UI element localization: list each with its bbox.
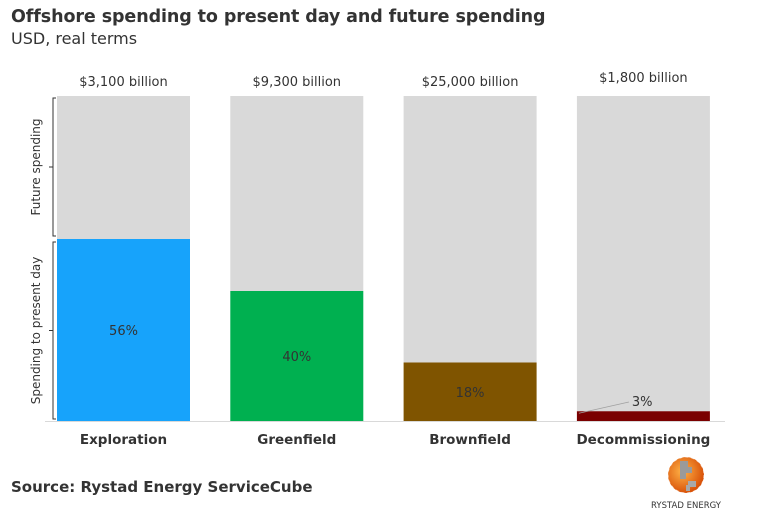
- percent-label: 56%: [109, 324, 138, 339]
- total-label: $1,800 billion: [599, 71, 688, 86]
- category-label: Decommissioning: [576, 432, 710, 448]
- bar-future-decommissioning: [576, 96, 710, 412]
- category-label: Exploration: [80, 432, 167, 448]
- total-label: $3,100 billion: [79, 75, 168, 90]
- bar-present-decommissioning: [576, 411, 710, 421]
- total-label: $9,300 billion: [253, 75, 342, 90]
- bar-present-brownfield: [403, 362, 537, 421]
- rystad-logo: RYSTAD ENERGY: [650, 455, 722, 511]
- category-label: Greenfield: [257, 432, 336, 448]
- percent-leader-line: [578, 401, 629, 414]
- rystad-globe-icon: [667, 456, 705, 494]
- bar-future-exploration: [57, 96, 190, 239]
- chart-title: Offshore spending to present day and fut…: [11, 7, 546, 27]
- percent-label: 40%: [282, 350, 311, 365]
- total-label: $25,000 billion: [422, 75, 519, 90]
- logo-text: RYSTAD ENERGY: [651, 501, 721, 511]
- bracket-label-future: Future spending: [29, 118, 43, 215]
- bar-future-brownfield: [403, 96, 537, 363]
- bar-future-greenfield: [230, 96, 364, 291]
- chart-subtitle: USD, real terms: [11, 29, 138, 48]
- bar-present-exploration: [57, 239, 190, 421]
- category-label: Brownfield: [429, 432, 511, 448]
- percent-label: 18%: [456, 386, 485, 401]
- bracket-future: [49, 97, 56, 237]
- percent-label: 3%: [632, 395, 653, 410]
- source-note: Source: Rystad Energy ServiceCube: [11, 478, 313, 496]
- bar-present-greenfield: [230, 291, 364, 421]
- bracket-label-present: Spending to present day: [29, 257, 43, 405]
- bracket-present: [49, 241, 56, 420]
